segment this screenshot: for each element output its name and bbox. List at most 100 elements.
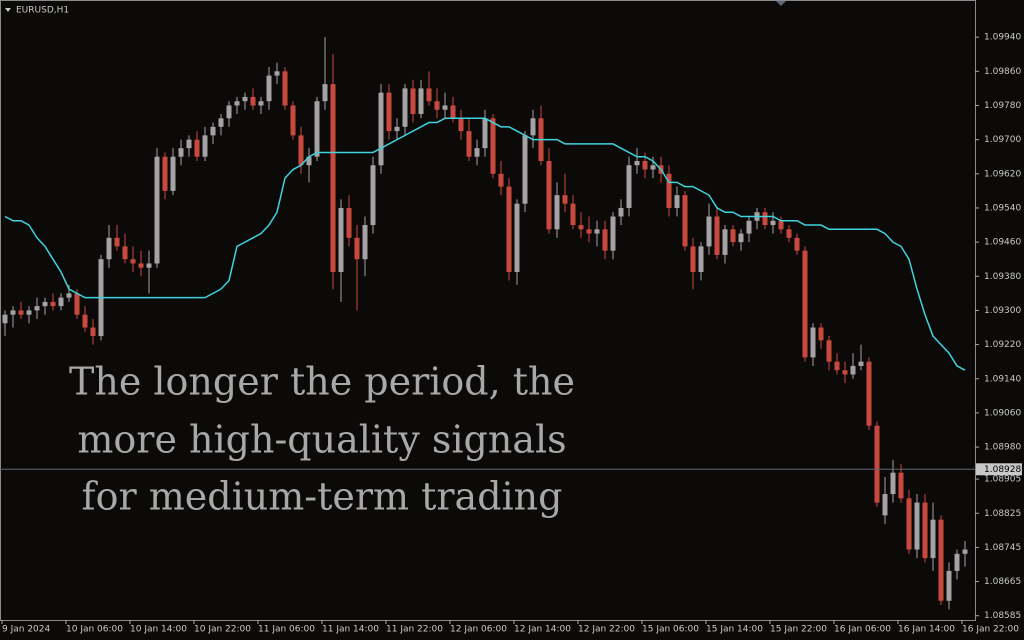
candle-body	[498, 173, 504, 187]
candle-body	[770, 220, 776, 226]
candle-body	[66, 293, 72, 298]
candle-body	[82, 314, 88, 328]
candle-body	[50, 301, 56, 307]
menu-arrow[interactable]	[5, 8, 11, 12]
current-price-box	[976, 463, 1022, 476]
candle-body	[898, 472, 904, 499]
candle-body	[298, 135, 304, 166]
candle-body	[794, 237, 800, 251]
candle-body	[202, 135, 208, 157]
candle-body	[314, 101, 320, 157]
shift-marker[interactable]	[776, 1, 786, 6]
y-tick-label: 1.09060	[984, 408, 1021, 418]
candle-body	[562, 195, 568, 204]
candle-body	[730, 229, 736, 243]
candle-body	[594, 229, 600, 234]
candle-body	[138, 263, 144, 268]
candle-body	[274, 71, 280, 76]
candle-body	[762, 212, 768, 226]
candle-body	[722, 229, 728, 255]
candle-body	[618, 207, 624, 217]
moving-average-line	[4, 117, 966, 371]
candle-body	[850, 365, 856, 375]
candle-body	[290, 105, 296, 136]
y-tick-label: 1.09780	[984, 101, 1021, 111]
candle-body	[482, 118, 488, 149]
candle-body	[346, 207, 352, 238]
x-tick-label: 16 Jan 14:00	[898, 625, 955, 635]
candle-body	[954, 553, 960, 571]
x-tick-label: 11 Jan 14:00	[322, 625, 379, 635]
x-tick-label: 10 Jan 22:00	[194, 625, 251, 635]
x-tick-label: 10 Jan 06:00	[66, 625, 123, 635]
candle-body	[786, 229, 792, 238]
symbol-label: EURUSD,H1	[16, 6, 69, 16]
candle-body	[178, 148, 184, 157]
candle-body	[306, 156, 312, 166]
candle-body	[234, 101, 240, 106]
y-tick-label: 1.09220	[984, 340, 1021, 350]
candle-body	[266, 75, 272, 102]
candle-body	[322, 84, 328, 102]
candle-body	[130, 259, 136, 264]
candle-body	[90, 327, 96, 337]
candle-body	[282, 71, 288, 106]
y-tick-label: 1.08745	[984, 543, 1021, 553]
candle-body	[674, 195, 680, 208]
candle-body	[514, 203, 520, 273]
candle-body	[506, 186, 512, 273]
candle-body	[610, 216, 616, 251]
x-tick-label: 12 Jan 14:00	[514, 625, 571, 635]
y-tick-label: 1.09860	[984, 67, 1021, 77]
candle-body	[74, 293, 80, 315]
candle-body	[18, 310, 24, 315]
candle-body	[602, 229, 608, 251]
candle-body	[402, 88, 408, 127]
candle-body	[866, 361, 872, 426]
candle-body	[706, 216, 712, 247]
candle-body	[242, 96, 248, 102]
candle-body	[906, 498, 912, 550]
candle-body	[650, 165, 656, 170]
candle-body	[778, 220, 784, 230]
candle-body	[410, 88, 416, 115]
candle-body	[226, 105, 232, 119]
candle-body	[490, 118, 496, 174]
candle-body	[458, 118, 464, 132]
candle-body	[378, 92, 384, 166]
candle-body	[466, 131, 472, 157]
x-tick-label: 9 Jan 2024	[2, 625, 50, 635]
candle-body	[946, 570, 952, 601]
candle-body	[2, 314, 8, 324]
x-tick-label: 11 Jan 06:00	[258, 625, 315, 635]
candle-body	[474, 148, 480, 157]
candle-body	[570, 203, 576, 226]
candle-body	[826, 340, 832, 362]
x-tick-label: 12 Jan 06:00	[450, 625, 507, 635]
y-tick-label: 1.08905	[984, 475, 1021, 485]
candle-body	[626, 165, 632, 208]
candle-body	[26, 310, 32, 315]
candle-body	[146, 263, 152, 268]
candle-body	[834, 361, 840, 371]
candle-body	[922, 502, 928, 559]
annotation: more high-quality signals	[77, 418, 566, 462]
candle-body	[186, 139, 192, 149]
candle-body	[370, 165, 376, 226]
candle-body	[210, 126, 216, 136]
y-tick-label: 1.09460	[984, 238, 1021, 248]
candle-body	[354, 237, 360, 260]
candle-body	[746, 220, 752, 234]
candle-body	[450, 105, 456, 119]
x-tick-label: 16 Jan 22:00	[962, 625, 1019, 635]
x-tick-label: 15 Jan 06:00	[642, 625, 699, 635]
candle-body	[170, 156, 176, 191]
candle-body	[666, 173, 672, 208]
candle-body	[522, 135, 528, 204]
candle-body	[418, 88, 424, 115]
candle-body	[818, 327, 824, 341]
y-tick-label: 1.08825	[984, 509, 1021, 519]
candle-body	[738, 233, 744, 243]
